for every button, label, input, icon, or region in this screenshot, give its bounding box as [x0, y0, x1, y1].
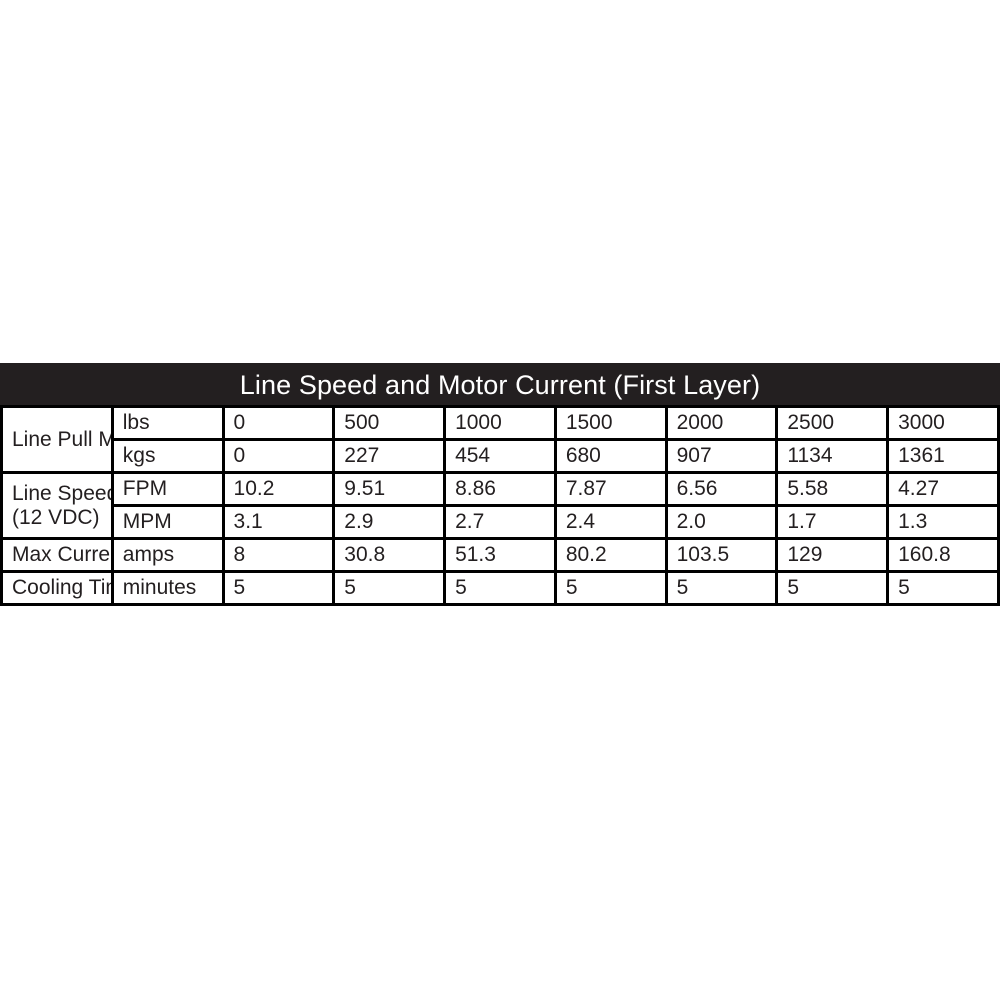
data-cell: 907: [664, 438, 779, 474]
data-cell: 7.87: [553, 471, 668, 507]
data-cell: 500: [332, 405, 447, 441]
row-group-label: Cooling Time: [0, 570, 114, 606]
data-cell: 2.7: [443, 504, 557, 540]
table-title: Line Speed and Motor Current (First Laye…: [0, 363, 1000, 408]
row-group-label-line-2: (12 VDC): [12, 505, 100, 529]
data-cell: 1.7: [775, 504, 890, 540]
data-cell: 6.56: [664, 471, 779, 507]
data-cell: 2.0: [664, 504, 779, 540]
data-cell: 5: [221, 570, 336, 606]
table-row: Line Speed (12 VDC) FPM 10.2 9.51 8.86 7.87 6.5…: [0, 471, 1000, 540]
data-cell: 2.4: [553, 504, 668, 540]
table-row: Cooling Timeminutes5555555: [0, 570, 1000, 606]
row-group-label-line-1: Cooling Time: [12, 576, 109, 600]
row-group-label: Max Current: [0, 537, 114, 573]
data-cell: 9.51: [332, 471, 447, 507]
data-cell: 129: [775, 537, 890, 573]
data-cell: 8.86: [443, 471, 557, 507]
data-cell: 2000: [664, 405, 779, 441]
data-cell: 1.3: [886, 504, 1000, 540]
data-cell: 80.2: [553, 537, 668, 573]
data-cell: 0: [221, 438, 336, 474]
data-cell: 5: [553, 570, 668, 606]
data-cell: 2500: [775, 405, 890, 441]
row-unit-cell: FPM: [110, 471, 225, 507]
row-unit-cell: amps: [110, 537, 225, 573]
table-row: kgs 0 227 454 680 907 1134 1361: [2, 438, 1000, 474]
row-group-label-line-1: Line Pull Max: [12, 427, 109, 451]
row-group-label: Line Pull Max: [0, 405, 114, 474]
data-cell: 5: [664, 570, 779, 606]
data-cell: 10.2: [221, 471, 336, 507]
data-cell: 1134: [775, 438, 890, 474]
data-cell: 5: [886, 570, 1000, 606]
data-cell: 227: [332, 438, 447, 474]
table-body: Line Speed and Motor Current (First Laye…: [0, 363, 1000, 606]
table-title-row: Line Speed and Motor Current (First Laye…: [0, 363, 1000, 408]
table-row: Line Pull Maxlbs050010001500200025003000: [0, 405, 1000, 474]
line-speed-motor-current-table: Line Speed and Motor Current (First Laye…: [0, 363, 1000, 606]
row-unit-cell: lbs: [110, 405, 225, 441]
data-cell: 5.58: [775, 471, 890, 507]
data-cell: 1500: [553, 405, 668, 441]
data-cell: 5: [332, 570, 447, 606]
data-cell: 2.9: [332, 504, 447, 540]
data-cell: 51.3: [443, 537, 557, 573]
data-cell: 30.8: [332, 537, 447, 573]
data-cell: 0: [221, 405, 336, 441]
row-group-label-line-1: Line Speed: [12, 481, 113, 505]
data-cell: 454: [443, 438, 557, 474]
row-unit-cell: minutes: [110, 570, 225, 606]
data-cell: 680: [553, 438, 668, 474]
data-cell: 5: [775, 570, 890, 606]
data-cell: 1361: [886, 438, 1000, 474]
row-group-label: Line Speed (12 VDC): [0, 471, 114, 540]
table-row: Max Currentamps830.851.380.2103.5129160.…: [0, 537, 1000, 573]
table-row: MPM 3.1 2.9 2.7 2.4 2.0 1.7 1.3: [2, 504, 1000, 540]
data-cell: 3000: [886, 405, 1000, 441]
data-cell: 3.1: [221, 504, 336, 540]
row-unit-cell: MPM: [110, 504, 225, 540]
row-group-label-line-1: Max Current: [12, 543, 111, 567]
row-unit-cell: kgs: [110, 438, 225, 474]
spec-table-container: Line Speed and Motor Current (First Laye…: [0, 363, 1000, 606]
data-cell: 5: [443, 570, 557, 606]
data-cell: 103.5: [664, 537, 779, 573]
data-cell: 1000: [443, 405, 557, 441]
data-cell: 8: [221, 537, 336, 573]
data-cell: 4.27: [886, 471, 1000, 507]
data-cell: 160.8: [886, 537, 1000, 573]
